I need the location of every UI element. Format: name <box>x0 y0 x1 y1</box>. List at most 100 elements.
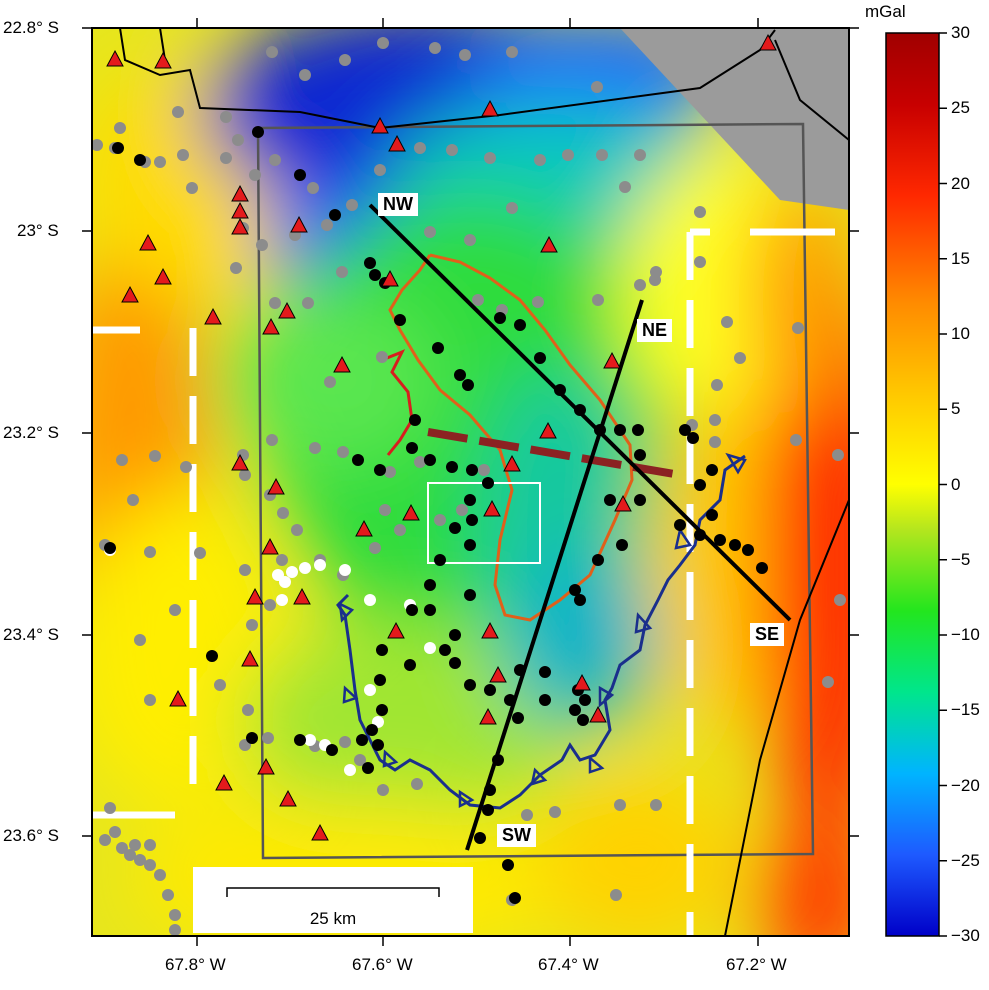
gravity-station-gray <box>276 554 288 566</box>
gravity-station-black <box>484 784 496 796</box>
gravity-station-black <box>464 589 476 601</box>
gravity-station-gray <box>506 202 518 214</box>
gravity-station-black <box>539 694 551 706</box>
gravity-station-gray <box>307 182 319 194</box>
gravity-station-gray <box>246 619 258 631</box>
lon-label-67-4: 67.4° W <box>538 955 599 974</box>
volcano-triangle <box>489 665 507 683</box>
gravity-station-white <box>424 642 436 654</box>
thrust-ticks <box>338 452 747 809</box>
gravity-station-gray <box>266 46 278 58</box>
gravity-station-gray <box>634 279 646 291</box>
gravity-station-gray <box>394 524 406 536</box>
gravity-station-black <box>687 432 699 444</box>
gravity-station-black <box>574 404 586 416</box>
volcano-triangle <box>278 301 296 319</box>
gravity-station-black <box>512 712 524 724</box>
gravity-station-gray <box>614 799 626 811</box>
gravity-station-black <box>514 664 526 676</box>
volcano-triangle <box>540 235 558 253</box>
colorbar-tick-label: −30 <box>951 926 980 945</box>
colorbar-tick-label: −25 <box>951 850 980 870</box>
gravity-station-gray <box>506 46 518 58</box>
colorbar-tick-label: 15 <box>951 248 970 268</box>
gravity-station-gray <box>434 514 446 526</box>
scale-bar-label: 25 km <box>309 909 357 928</box>
gravity-station-gray <box>144 694 156 706</box>
gravity-station-black <box>432 342 444 354</box>
gravity-station-gray <box>169 924 181 936</box>
gravity-station-gray <box>484 152 496 164</box>
lat-label-23-4: 23.4° S <box>3 625 59 644</box>
gravity-station-gray <box>790 434 802 446</box>
gravity-station-white <box>299 562 311 574</box>
lon-label-67-6: 67.6° W <box>352 955 413 974</box>
gravity-station-gray <box>346 199 358 211</box>
gravity-station-gray <box>220 152 232 164</box>
gravity-station-black <box>356 734 368 746</box>
gravity-station-gray <box>339 54 351 66</box>
volcano-triangle <box>267 477 285 495</box>
volcano-triangle <box>279 789 297 807</box>
volcano-triangle <box>371 116 389 134</box>
volcano-triangle <box>231 184 249 202</box>
gravity-station-black <box>634 449 646 461</box>
gravity-station-black <box>674 519 686 531</box>
gravity-station-black <box>604 494 616 506</box>
gravity-station-gray <box>354 754 366 766</box>
gravity-station-gray <box>377 37 389 49</box>
volcano-triangle <box>333 355 351 373</box>
gravity-station-gray <box>711 379 723 391</box>
gravity-station-gray <box>384 466 396 478</box>
gravity-station-black <box>104 542 116 554</box>
volcano-triangle <box>204 307 222 325</box>
colorbar-tick-label: −15 <box>951 700 980 720</box>
colorbar-tick-label: −5 <box>951 549 971 569</box>
gravity-station-black <box>579 694 591 706</box>
volcano-triangle <box>139 233 157 251</box>
gravity-station-gray <box>242 704 254 716</box>
gravity-station-gray <box>239 469 251 481</box>
colorbar-tick-label: 10 <box>951 324 970 343</box>
gravity-station-gray <box>149 450 161 462</box>
gravity-station-black <box>294 169 306 181</box>
profile-label-nw: NW <box>378 193 418 216</box>
gravity-station-black <box>569 584 581 596</box>
gravity-station-black <box>374 674 386 686</box>
volcano-triangle <box>573 673 591 691</box>
gravity-station-gray <box>134 634 146 646</box>
gravity-station-gray <box>834 594 846 606</box>
gravity-station-black <box>484 684 496 696</box>
colorbar-tick-label: 5 <box>951 399 961 419</box>
gravity-station-black <box>409 414 421 426</box>
colorbar-tick-label: −10 <box>951 625 980 644</box>
gravity-station-gray <box>832 449 844 461</box>
gravity-station-gray <box>424 226 436 238</box>
gravity-station-gray <box>472 294 484 306</box>
volcano-triangle <box>154 267 172 285</box>
gravity-station-black <box>366 724 378 736</box>
gravity-station-gray <box>309 442 321 454</box>
gravity-station-black <box>569 704 581 716</box>
gravity-station-black <box>729 539 741 551</box>
gravity-station-black <box>134 154 146 166</box>
volcano-triangle <box>603 351 621 369</box>
gravity-station-gray <box>459 49 471 61</box>
gravity-station-black <box>592 554 604 566</box>
gravity-station-gray <box>634 149 646 161</box>
gravity-station-gray <box>694 206 706 218</box>
gravity-station-gray <box>592 294 604 306</box>
volcano-triangle <box>121 285 139 303</box>
volcano-triangle <box>388 134 406 152</box>
lon-label-67-2: 67.2° W <box>726 955 787 974</box>
gravity-station-black <box>369 269 381 281</box>
gravity-station-gray <box>478 464 490 476</box>
volcano-triangle <box>154 51 172 69</box>
gravity-station-white <box>286 566 298 578</box>
gravity-station-black <box>246 732 258 744</box>
gravity-station-white <box>276 594 288 606</box>
gravity-station-black <box>424 579 436 591</box>
gravity-station-gray <box>650 266 662 278</box>
gravity-station-black <box>694 529 706 541</box>
